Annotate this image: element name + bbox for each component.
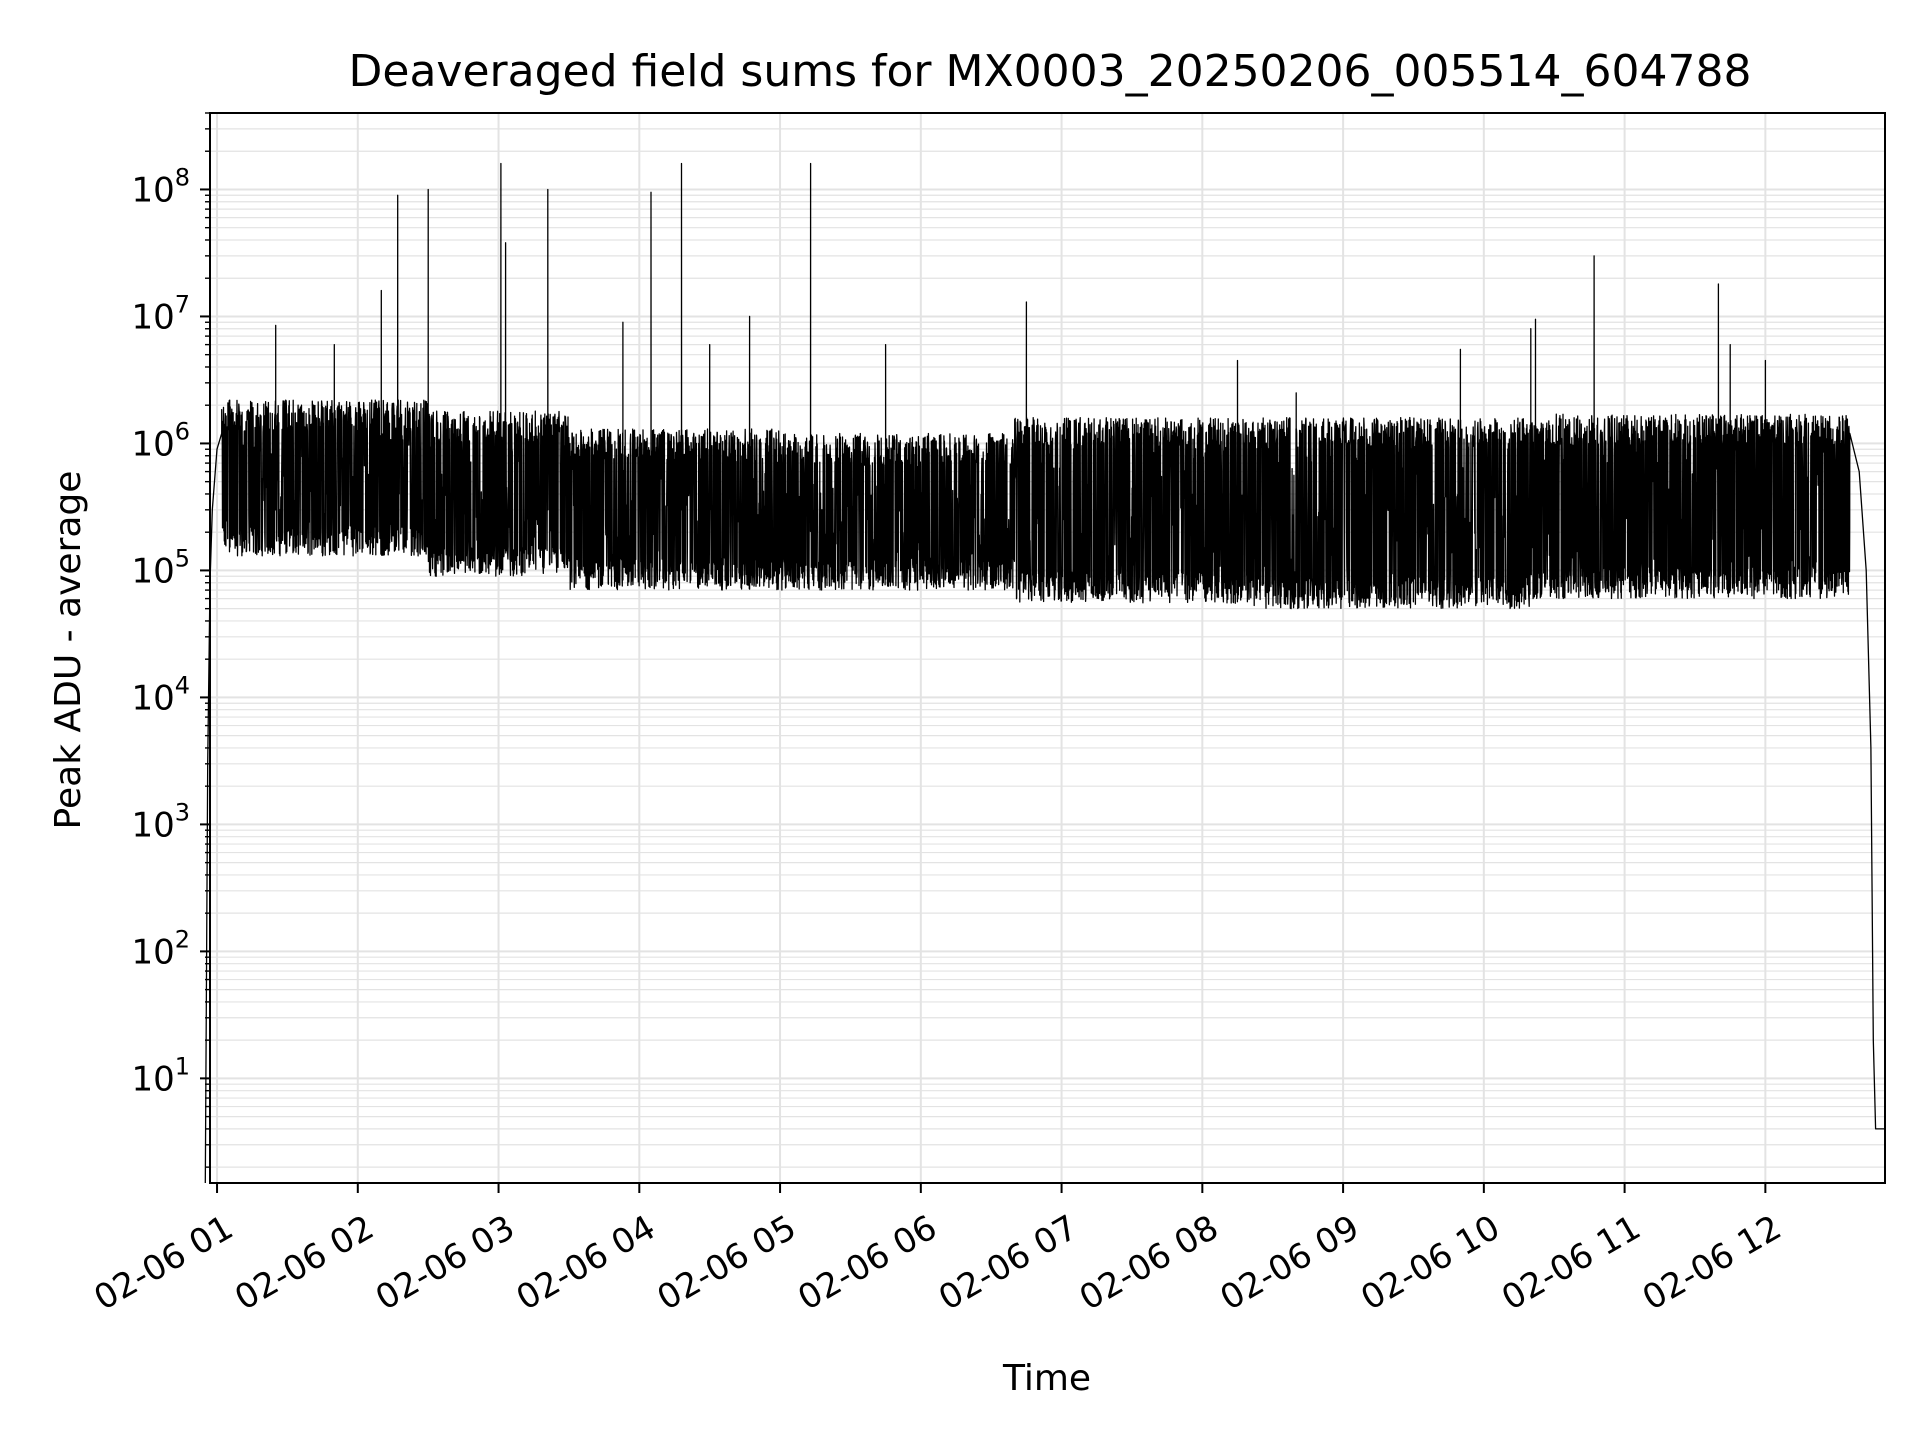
y-tick-label: 101 [131,1052,190,1099]
plot-frame [209,112,1886,1184]
x-tick-label: 02-06 08 [1073,1208,1225,1319]
y-tick-label: 107 [131,290,190,337]
y-axis-ticks: 101 102 103 104 105 106 107 108 [131,112,210,1168]
x-tick-label: 02-06 01 [88,1208,240,1319]
x-tick-label: 02-06 07 [932,1208,1084,1319]
grid [210,112,1885,1183]
series-path [204,162,1885,1184]
x-tick-label: 02-06 09 [1214,1208,1366,1319]
series-line [204,162,1885,1184]
y-tick-label: 105 [131,544,190,591]
y-tick-label: 102 [131,925,190,972]
x-tick-label: 02-06 04 [510,1208,662,1319]
y-tick-label: 106 [131,417,190,464]
y-axis-label: Peak ADU - average [48,471,89,830]
chart-title: Deaveraged field sums for MX0003_2025020… [349,46,1752,97]
x-tick-label: 02-06 03 [369,1208,521,1319]
x-axis-label: Time [1002,1358,1091,1399]
x-tick-label: 02-06 11 [1495,1208,1647,1319]
x-tick-label: 02-06 12 [1636,1208,1788,1319]
x-tick-label: 02-06 10 [1354,1208,1506,1319]
x-tick-label: 02-06 05 [651,1208,803,1319]
y-tick-label: 108 [131,163,190,210]
x-tick-label: 02-06 06 [791,1208,943,1319]
y-tick-label: 104 [131,671,190,718]
y-tick-label: 103 [131,798,190,845]
x-tick-label: 02-06 02 [228,1208,380,1319]
